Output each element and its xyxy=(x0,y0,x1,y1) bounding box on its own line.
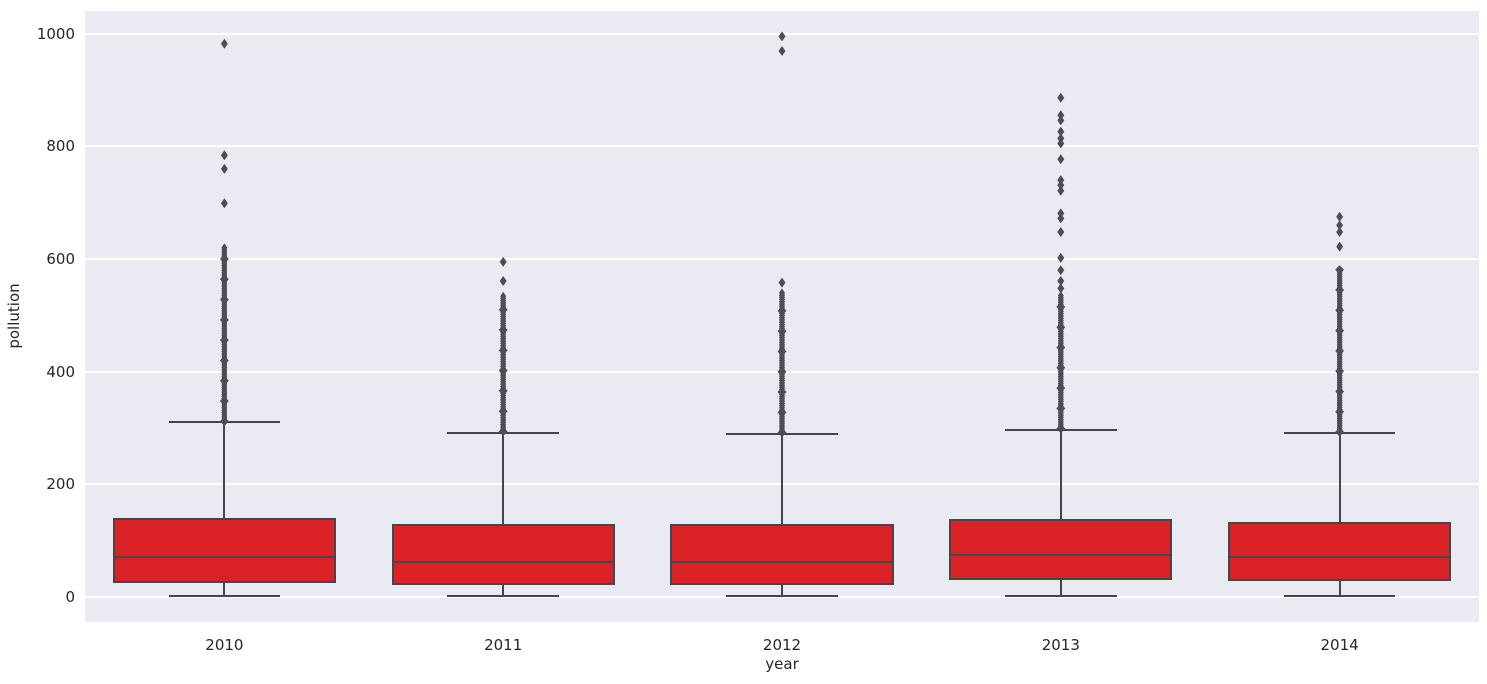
lower-whisker-cap-2012 xyxy=(726,595,838,598)
outlier-point xyxy=(779,288,785,298)
box-2011 xyxy=(391,524,615,586)
lower-whisker-cap-2010 xyxy=(168,595,281,598)
outlier-point xyxy=(1057,275,1065,286)
y-tick-label-600: 600 xyxy=(46,250,75,268)
outlier-point xyxy=(220,150,228,161)
upper-whisker-2011 xyxy=(502,432,505,525)
outlier-point xyxy=(1057,115,1065,126)
x-axis-label: year xyxy=(765,655,799,673)
y-tick-label-1000: 1000 xyxy=(36,24,75,43)
upper-whisker-2013 xyxy=(1059,429,1062,519)
outlier-point xyxy=(1057,265,1065,276)
gridline-y-0 xyxy=(85,596,1479,599)
outlier-point xyxy=(1057,175,1065,186)
outlier-point xyxy=(1336,211,1344,222)
outlier-point xyxy=(500,291,507,301)
lower-whisker-cap-2011 xyxy=(447,595,559,598)
median-line-2010 xyxy=(114,555,334,558)
lower-whisker-2014 xyxy=(1338,581,1341,597)
x-tick-label-2010: 2010 xyxy=(205,636,244,654)
outlier-point xyxy=(1057,138,1065,149)
lower-whisker-cap-2013 xyxy=(1005,595,1117,598)
outlier-point xyxy=(1057,252,1065,263)
outlier-point xyxy=(1057,283,1065,294)
outlier-point xyxy=(1336,226,1344,237)
box-2012 xyxy=(670,524,894,586)
outlier-point xyxy=(1057,180,1065,191)
outlier-point xyxy=(778,46,786,57)
box-2013 xyxy=(949,518,1173,580)
outlier-point xyxy=(1057,185,1065,196)
upper-whisker-2012 xyxy=(781,433,783,525)
outlier-point xyxy=(1336,241,1344,252)
upper-whisker-2014 xyxy=(1338,433,1341,523)
outlier-point xyxy=(220,38,228,49)
outlier-point xyxy=(1057,208,1065,219)
outlier-point xyxy=(1057,213,1065,224)
x-tick-label-2014: 2014 xyxy=(1320,636,1359,654)
outlier-point xyxy=(1057,92,1065,103)
x-tick-label-2012: 2012 xyxy=(762,636,802,654)
y-tick-label-200: 200 xyxy=(46,475,75,494)
median-line-2011 xyxy=(393,560,613,563)
lower-whisker-2011 xyxy=(502,585,505,597)
outlier-point xyxy=(220,198,228,209)
outlier-point xyxy=(1335,265,1345,275)
x-tick-label-2011: 2011 xyxy=(484,636,523,654)
outlier-point xyxy=(1057,291,1064,301)
y-tick-label-400: 400 xyxy=(46,362,75,381)
outlier-point xyxy=(1336,220,1344,231)
lower-whisker-cap-2014 xyxy=(1283,595,1396,598)
median-line-2013 xyxy=(951,554,1171,557)
outlier-point xyxy=(778,31,786,42)
outlier-point xyxy=(499,256,507,267)
median-line-2012 xyxy=(672,560,892,563)
median-line-2014 xyxy=(1230,556,1450,559)
x-tick-label-2013: 2013 xyxy=(1041,636,1080,654)
outlier-point xyxy=(1057,154,1065,165)
gridline-y-800 xyxy=(85,145,1479,148)
outlier-point xyxy=(220,163,228,174)
outlier-point xyxy=(1057,133,1065,144)
outlier-point xyxy=(499,275,507,286)
box-2010 xyxy=(112,517,336,583)
lower-whisker-2012 xyxy=(781,585,783,597)
outlier-point xyxy=(221,243,228,253)
box-2014 xyxy=(1228,522,1452,582)
gridline-y-600 xyxy=(85,258,1479,260)
y-tick-label-0: 0 xyxy=(65,588,75,607)
lower-whisker-2010 xyxy=(223,582,226,597)
outlier-point xyxy=(778,277,786,288)
upper-whisker-2010 xyxy=(223,422,226,518)
outlier-point xyxy=(1057,126,1065,137)
y-tick-label-800: 800 xyxy=(46,137,75,156)
outlier-point xyxy=(1057,110,1065,121)
lower-whisker-2013 xyxy=(1059,579,1062,597)
plot-area xyxy=(85,11,1479,622)
outlier-point xyxy=(1057,226,1065,237)
y-axis-label: pollution xyxy=(5,283,23,349)
